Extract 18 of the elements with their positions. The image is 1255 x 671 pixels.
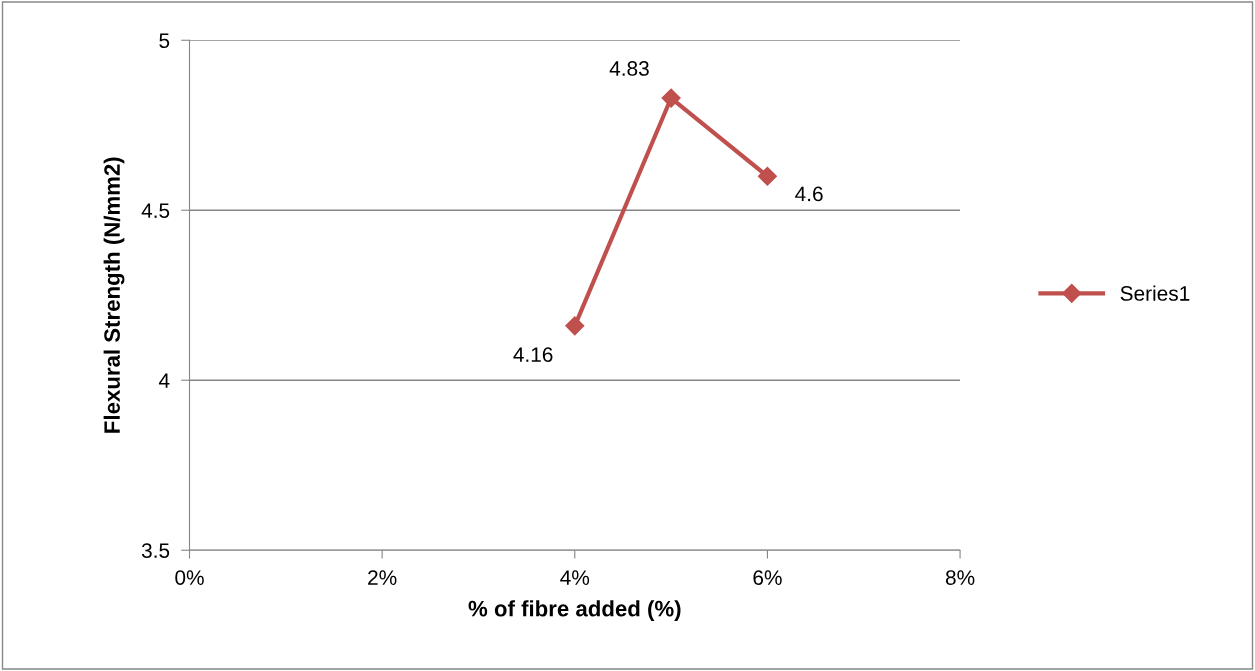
y-axis-title: Flexural Strength (N/mm2) [103,157,125,433]
x-tick-label: 6% [753,570,782,585]
y-tick-label: 4 [158,373,170,388]
point [661,88,681,108]
data-label: 4.83 [609,61,649,76]
x-tick-label: 0% [175,570,204,585]
y-tick-label: 3.5 [141,543,170,558]
point [757,166,777,186]
data-label: 4.16 [513,347,553,362]
x-axis-title: % of fibre added (%) [468,600,681,621]
x-tick-label: 8% [945,570,975,585]
x-tick-label: 4% [560,570,590,585]
y-tick-label: 5 [159,33,170,49]
legend-label: Series1 [1120,285,1190,301]
data-label: 4.6 [795,186,823,202]
y-tick-label: 4.5 [141,203,170,218]
x-tick-label: 2% [368,570,397,585]
point [565,316,585,336]
